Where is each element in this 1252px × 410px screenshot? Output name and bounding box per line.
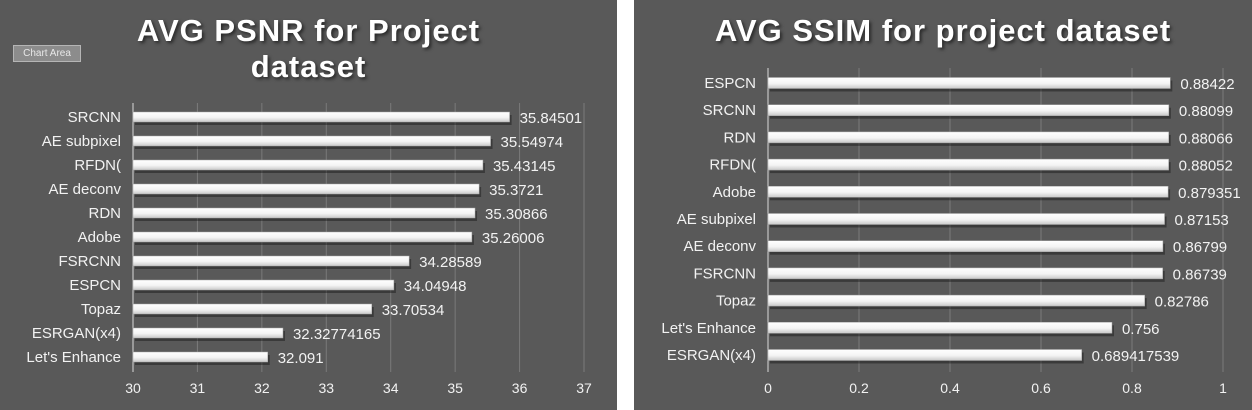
data-label: 0.88099 xyxy=(1179,103,1233,120)
bar xyxy=(767,158,1169,171)
category-label: RFDN( xyxy=(74,157,121,174)
bar xyxy=(132,279,395,291)
x-tick-label: 36 xyxy=(512,380,528,396)
x-tick-label: 32 xyxy=(254,380,270,396)
category-label: ESPCN xyxy=(704,75,756,92)
data-label: 35.84501 xyxy=(520,110,583,127)
category-label: Let's Enhance xyxy=(26,349,121,366)
bar xyxy=(132,351,268,363)
x-tick-label: 30 xyxy=(125,380,141,396)
category-label: SRCNN xyxy=(68,109,121,126)
bar xyxy=(132,255,410,267)
data-label: 0.879351 xyxy=(1178,185,1241,202)
data-label: 0.86739 xyxy=(1173,266,1227,283)
data-label: 35.54974 xyxy=(501,134,564,151)
ssim-bar-chart: 0 0.2 0.4 0.6 0.8 1 ESPCN 0.88422 SRCNN 0.88099 RD… xyxy=(661,68,1241,396)
category-label: AE deconv xyxy=(48,181,121,198)
category-label: Adobe xyxy=(78,229,121,246)
bar xyxy=(767,322,1113,334)
psnr-chart-panel: AVG PSNR for Project dataset Chart Area … xyxy=(0,0,617,410)
bar xyxy=(132,231,473,243)
bar xyxy=(767,213,1165,225)
x-tick-label: 34 xyxy=(383,380,399,396)
data-label: 0.756 xyxy=(1122,321,1160,338)
bar xyxy=(132,135,491,147)
category-label: ESPCN xyxy=(69,277,121,294)
data-label: 0.87153 xyxy=(1175,212,1229,229)
category-label: Topaz xyxy=(716,293,756,310)
category-label: Topaz xyxy=(81,301,121,318)
data-label: 35.26006 xyxy=(482,230,545,247)
bar xyxy=(132,183,480,195)
data-label: 35.30866 xyxy=(485,206,548,223)
data-label: 0.88422 xyxy=(1180,76,1234,93)
data-label: 0.86799 xyxy=(1173,239,1227,256)
data-label: 32.32774165 xyxy=(293,326,381,343)
data-label: 35.43145 xyxy=(493,158,556,175)
bar xyxy=(767,131,1169,144)
data-label: 0.88066 xyxy=(1179,130,1233,147)
x-tick-label: 0.2 xyxy=(849,380,869,396)
data-label: 34.04948 xyxy=(404,278,467,295)
ssim-chart-panel: AVG SSIM for project dataset 0 0.2 0.4 0.6 0… xyxy=(634,0,1252,410)
category-label: RDN xyxy=(89,205,122,222)
data-label: 35.3721 xyxy=(489,182,543,199)
x-tick-label: 35 xyxy=(447,380,463,396)
data-label: 32.091 xyxy=(278,350,324,367)
bar xyxy=(767,104,1170,116)
category-label: Let's Enhance xyxy=(661,320,756,337)
bar xyxy=(132,303,372,315)
category-label: AE subpixel xyxy=(677,211,756,228)
category-label: Adobe xyxy=(713,184,756,201)
category-label: ESRGAN(x4) xyxy=(667,347,756,364)
bar xyxy=(132,111,510,123)
x-tick-label: 0 xyxy=(764,380,772,396)
bar xyxy=(132,327,284,339)
x-tick-label: 33 xyxy=(318,380,334,396)
psnr-bar-chart: 30 31 32 33 34 35 36 37 SRCNN 35.84501 AE subpixel… xyxy=(26,103,592,396)
x-tick-label: 37 xyxy=(576,380,592,396)
category-label: SRCNN xyxy=(703,102,756,119)
x-tick-label: 31 xyxy=(190,380,206,396)
category-label: FSRCNN xyxy=(694,265,757,282)
x-tick-label: 0.8 xyxy=(1122,380,1142,396)
bar xyxy=(132,207,476,219)
bar xyxy=(767,349,1082,361)
bar xyxy=(767,240,1164,252)
x-tick-label: 1 xyxy=(1219,380,1227,396)
bar xyxy=(767,267,1163,280)
x-tick-label: 0.4 xyxy=(940,380,960,396)
category-label: ESRGAN(x4) xyxy=(32,325,121,342)
data-label: 33.70534 xyxy=(382,302,445,319)
bar xyxy=(767,186,1169,198)
x-tick-label: 0.6 xyxy=(1031,380,1051,396)
category-label: AE subpixel xyxy=(42,133,121,150)
bar xyxy=(767,294,1145,307)
category-label: AE deconv xyxy=(683,238,756,255)
bar xyxy=(767,77,1171,89)
data-label: 0.88052 xyxy=(1179,158,1233,175)
chart-area-tooltip: Chart Area xyxy=(13,45,81,62)
data-label: 34.28589 xyxy=(419,254,482,271)
category-label: RDN xyxy=(724,129,757,146)
category-label: FSRCNN xyxy=(59,253,122,270)
bar xyxy=(132,159,484,171)
data-label: 0.689417539 xyxy=(1092,348,1180,365)
data-label: 0.82786 xyxy=(1155,294,1209,311)
category-label: RFDN( xyxy=(709,157,756,174)
ssim-chart-title: AVG SSIM for project dataset xyxy=(714,13,1172,48)
psnr-chart-title: AVG PSNR for Project dataset xyxy=(136,13,481,84)
